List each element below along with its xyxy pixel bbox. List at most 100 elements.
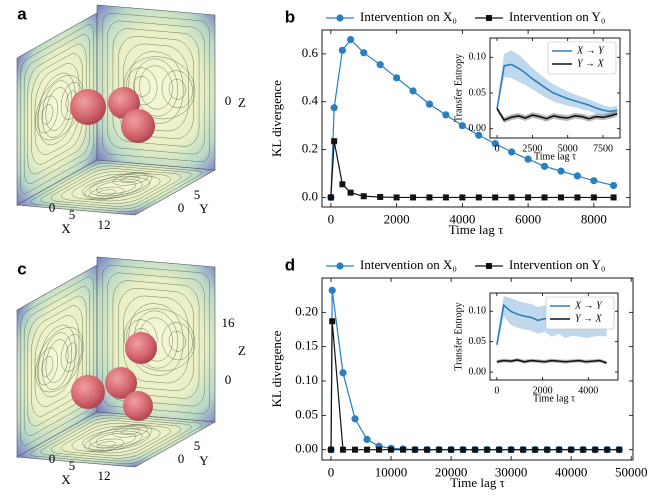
contour <box>88 180 143 195</box>
panel-label: a <box>17 4 27 23</box>
series-line <box>496 108 618 122</box>
x-axis-title: Time lag τ <box>533 393 575 404</box>
marker <box>376 446 383 453</box>
contour <box>93 441 120 449</box>
marker <box>327 194 334 201</box>
inset-chart: 0 2500 5000 7500 0.00 0.05 0.10 Time lag τ Trans… <box>453 37 621 162</box>
render-tick-label: 5 <box>194 187 201 202</box>
contour <box>162 321 193 361</box>
contour <box>129 50 183 126</box>
legend-label: X → Y <box>574 300 603 311</box>
x-axis-title: Time lag τ <box>534 151 576 162</box>
marker <box>364 446 371 453</box>
face-fill <box>97 5 215 170</box>
marker <box>460 446 467 453</box>
render-face <box>97 5 215 170</box>
marker <box>360 193 367 200</box>
contour <box>42 354 53 379</box>
marker <box>377 193 384 200</box>
plot-area <box>327 35 618 202</box>
contour <box>37 343 58 390</box>
marker <box>352 446 359 453</box>
render-tick-label: 0 <box>225 93 232 108</box>
marker <box>388 446 395 453</box>
marker <box>508 446 515 453</box>
marker <box>448 446 455 453</box>
face-fill <box>17 13 97 205</box>
contour <box>26 414 206 464</box>
marker <box>363 435 371 443</box>
contour <box>35 165 197 210</box>
sphere <box>121 109 155 143</box>
marker <box>339 369 347 377</box>
render-tick-label: 12 <box>98 468 111 483</box>
marker <box>328 286 336 294</box>
series-line <box>496 359 607 364</box>
contour <box>82 186 131 200</box>
sphere <box>125 332 157 364</box>
render-axis-label: Z <box>238 343 246 358</box>
y-tick-label: 0.00 <box>295 441 318 456</box>
contour <box>71 423 166 454</box>
contour <box>102 12 209 162</box>
contour <box>42 102 53 127</box>
marker <box>475 194 482 201</box>
y-tick-label: 0.05 <box>295 406 318 421</box>
contour <box>46 82 68 136</box>
contour <box>21 274 94 449</box>
sphere <box>70 89 106 125</box>
contour <box>88 432 143 447</box>
y-tick-label: 0.10 <box>295 372 318 387</box>
contour <box>61 329 82 376</box>
y-tick-label: 0.6 <box>302 45 319 60</box>
contour <box>79 429 152 449</box>
marker <box>616 446 623 453</box>
panel-label: b <box>285 7 295 26</box>
plot-area <box>327 286 623 454</box>
x-tick-label: 2000 <box>384 212 410 227</box>
y-axis-title: KL divergence <box>269 330 284 407</box>
contour <box>106 172 155 186</box>
plot-frame <box>489 292 619 381</box>
marker <box>442 111 450 119</box>
sphere <box>105 367 137 399</box>
legend-label: Intervention on X₀ <box>360 9 457 24</box>
x-tick-label: 2500 <box>522 143 542 154</box>
contour <box>62 424 171 454</box>
render-tick-label: 0 <box>49 451 56 466</box>
marker <box>393 74 401 82</box>
marker <box>442 194 449 201</box>
marker <box>459 194 466 201</box>
contour <box>66 340 77 365</box>
marker <box>544 446 551 453</box>
legend-label: Intervention on Y₀ <box>509 9 605 24</box>
contour <box>31 300 82 423</box>
marker <box>347 189 354 196</box>
render-face <box>17 265 97 457</box>
contour <box>127 66 158 106</box>
plot-frame <box>321 277 634 461</box>
render-3d <box>17 5 215 215</box>
face-fill <box>17 412 215 467</box>
sphere <box>71 375 105 409</box>
marker <box>425 100 434 108</box>
face-fill <box>17 265 97 457</box>
contour <box>124 54 195 122</box>
face-clip <box>17 412 215 467</box>
marker <box>520 446 527 453</box>
contour <box>124 294 189 385</box>
marker <box>525 194 532 201</box>
contour <box>39 317 76 405</box>
contour <box>37 91 58 138</box>
face-clip <box>97 5 215 170</box>
legend-label: Intervention on Y₀ <box>509 257 605 272</box>
contour <box>44 419 189 459</box>
y-tick-label: 0.15 <box>295 338 318 353</box>
x-tick-label: 30000 <box>495 465 528 480</box>
x-tick-label: 40000 <box>555 465 588 480</box>
render-face <box>17 160 215 215</box>
legend-box <box>545 296 615 330</box>
face-clip <box>17 160 215 215</box>
